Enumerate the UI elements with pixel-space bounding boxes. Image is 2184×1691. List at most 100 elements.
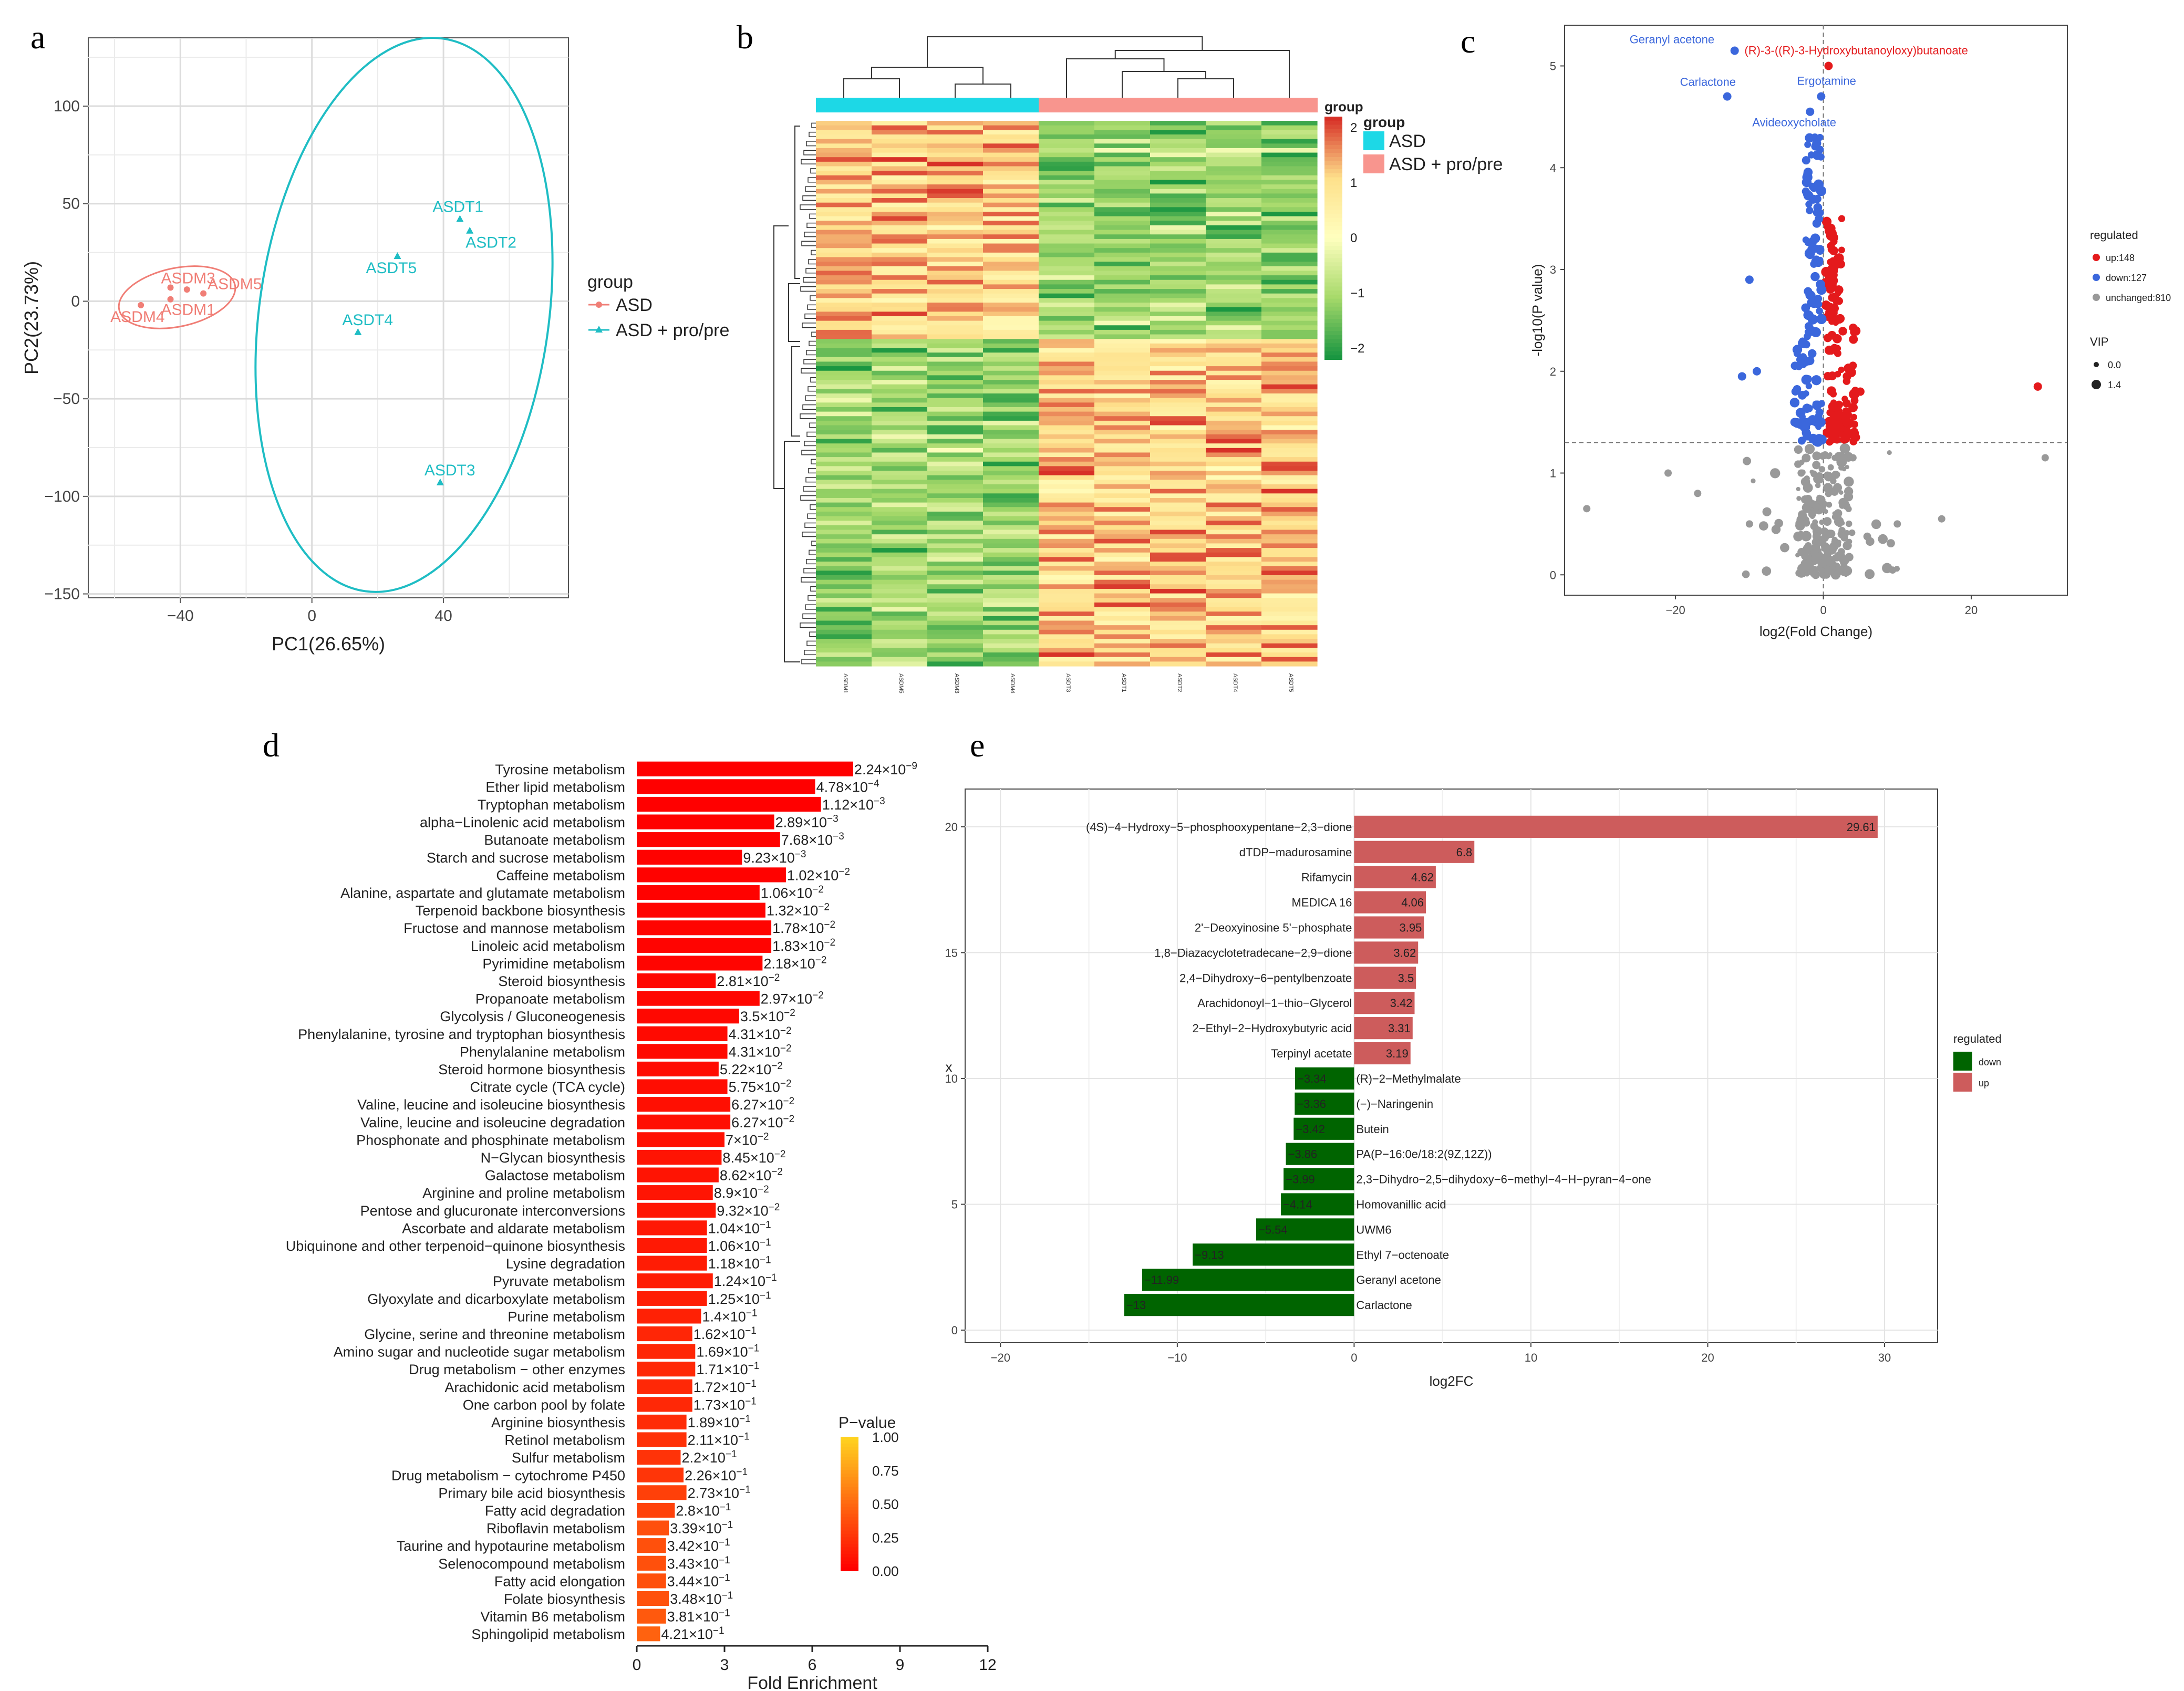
heatmap-cell [872, 407, 928, 412]
metabolite-label: Ethyl 7−octenoate [1356, 1248, 1449, 1261]
heatmap-cell [1094, 557, 1151, 562]
heatmap-cell [983, 279, 1039, 285]
heatmap-cell [927, 180, 984, 185]
heatmap-cell [1261, 161, 1318, 167]
heatmap-cell [1039, 402, 1095, 408]
heatmap-cell [1261, 166, 1318, 171]
unchanged-point [1848, 529, 1856, 536]
upregulated-point [1838, 425, 1846, 432]
point-annotation: Avideoxycholate [1752, 116, 1836, 129]
size-legend-label: 0.0 [2108, 360, 2121, 370]
plot-area [965, 789, 1938, 1343]
heatmap-cell [1150, 230, 1206, 235]
heatmap-cell [872, 625, 928, 630]
unchanged-point [1845, 505, 1852, 513]
unchanged-point [1840, 534, 1848, 542]
heatmap-cell [872, 502, 928, 507]
heatmap-cell [1094, 262, 1151, 267]
heatmap-cell [983, 312, 1039, 317]
pca-plot: −40 0 40−150−100−50050100PC1(26.65%)PC2(23… [20, 37, 729, 655]
regulated-point [1745, 275, 1754, 284]
pathway-label: Butanoate metabolism [484, 832, 625, 848]
heatmap-cell [1039, 443, 1095, 449]
heatmap-cell [1261, 661, 1318, 667]
heatmap-cell [1039, 225, 1095, 231]
unchanged-point [1824, 472, 1834, 482]
heatmap-cell [816, 148, 872, 153]
p-value-label: 2.26×10−1 [685, 1467, 748, 1483]
colorbar-segment [1324, 351, 1342, 356]
unchanged-point [1841, 466, 1847, 472]
heatmap-cell [1261, 271, 1318, 276]
heatmap-cell [816, 471, 872, 476]
colorbar-segment [1324, 230, 1342, 235]
upregulated-point [1828, 371, 1837, 380]
p-value-label: 6.27×10−2 [731, 1096, 794, 1113]
y-tick-label: 15 [945, 946, 958, 959]
heatmap-cell [1150, 121, 1206, 126]
metabolite-label: (R)−2−Methylmalate [1356, 1072, 1461, 1085]
enrichment-bar [637, 849, 742, 865]
downregulated-point [1790, 361, 1799, 370]
heatmap-cell [1094, 257, 1151, 262]
unchanged-point [1834, 569, 1841, 577]
colorbar-segment [1324, 335, 1342, 340]
colorbar-tick-label: 0.75 [872, 1463, 899, 1479]
unchanged-point [1824, 569, 1829, 574]
heatmap-cell [983, 171, 1039, 176]
annotated-point [1817, 92, 1826, 101]
asd-point [183, 286, 190, 293]
pathway-label: Pyruvate metabolism [493, 1273, 625, 1289]
pathway-label: Phenylalanine, tyrosine and tryptophan b… [298, 1026, 625, 1042]
value-label: −3.99 [1286, 1173, 1315, 1186]
heatmap-cell [872, 348, 928, 353]
colorbar-segment [841, 1443, 858, 1448]
heatmap-cell [1150, 366, 1206, 371]
regulated-point [1737, 372, 1746, 381]
heatmap-cell [1039, 502, 1095, 507]
heatmap-cell [872, 298, 928, 303]
heatmap-cell [1094, 648, 1151, 653]
heatmap-cell [1206, 607, 1262, 612]
heatmap-cell [1039, 380, 1095, 385]
heatmap-cell [816, 225, 872, 231]
heatmap-cell [983, 348, 1039, 353]
heatmap-cell [983, 398, 1039, 403]
p-value-label: 3.81×10−1 [667, 1608, 730, 1625]
heatmap-cell [1039, 275, 1095, 281]
heatmap-cell [872, 139, 928, 144]
heatmap-cell [816, 189, 872, 194]
x-tick-label: 0 [1351, 1351, 1357, 1364]
colorbar-segment [1324, 258, 1342, 263]
heatmap-cell [1094, 375, 1151, 380]
enrichment-bar [637, 991, 760, 1006]
heatmap-cell [872, 121, 928, 126]
heatmap-cell [983, 620, 1039, 626]
heatmap-cell [1039, 130, 1095, 135]
heatmap-cell [1094, 562, 1151, 567]
unchanged-point [1823, 517, 1832, 526]
heatmap-cell [1150, 257, 1206, 262]
heatmap-cell [983, 175, 1039, 181]
heatmap-cell [1206, 348, 1262, 353]
heatmap-cell [1261, 562, 1318, 567]
heatmap-cell [927, 375, 984, 380]
heatmap-cell [927, 202, 984, 208]
heatmap-cell [983, 416, 1039, 421]
heatmap-cell [1206, 184, 1262, 190]
heatmap-cell [1039, 334, 1095, 339]
heatmap-cell [983, 393, 1039, 399]
p-value-label: 2.89×10−3 [775, 814, 839, 831]
p-value-label: 2.24×10−9 [854, 761, 917, 777]
heatmap-cell [816, 238, 872, 244]
heatmap-cell [872, 293, 928, 298]
heatmap-cell [927, 248, 984, 253]
heatmap-cell [1206, 598, 1262, 603]
column-label: ASDT2 [1176, 673, 1183, 692]
y-tick-label: 50 [63, 195, 80, 213]
heatmap-cell [1094, 443, 1151, 449]
downregulated-point [1804, 239, 1812, 246]
heatmap-cell [872, 507, 928, 512]
heatmap-cell [1039, 548, 1095, 553]
